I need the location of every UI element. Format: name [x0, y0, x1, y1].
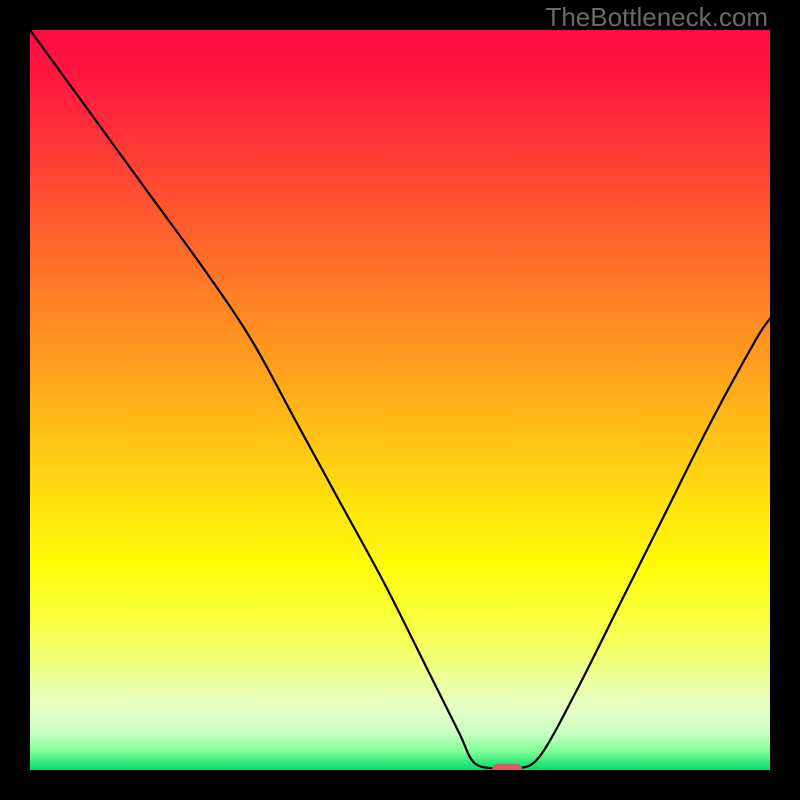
curve-path — [30, 30, 770, 770]
optimal-marker — [493, 763, 523, 770]
chart-stage: TheBottleneck.com — [0, 0, 800, 800]
bottleneck-curve — [30, 30, 770, 770]
plot-area — [30, 30, 770, 770]
watermark-text: TheBottleneck.com — [545, 2, 768, 33]
